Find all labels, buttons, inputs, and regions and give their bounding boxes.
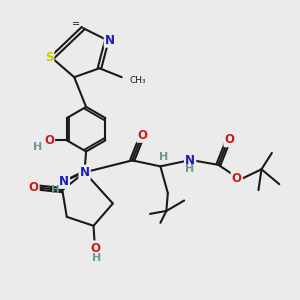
Text: N: N — [59, 175, 69, 188]
Text: O: O — [90, 242, 100, 255]
Text: H: H — [51, 184, 60, 194]
Text: CH₃: CH₃ — [129, 76, 146, 85]
Text: H: H — [185, 164, 195, 174]
Text: O: O — [28, 181, 38, 194]
Text: S: S — [45, 51, 53, 64]
Text: N: N — [185, 154, 195, 167]
Text: H: H — [92, 253, 101, 263]
Text: H: H — [159, 152, 169, 162]
Text: O: O — [232, 172, 242, 185]
Text: H: H — [33, 142, 43, 152]
Text: =: = — [72, 19, 80, 29]
Text: O: O — [138, 129, 148, 142]
Text: O: O — [225, 133, 235, 146]
Text: O: O — [44, 134, 54, 147]
Text: N: N — [80, 166, 90, 179]
Text: N: N — [105, 34, 115, 46]
